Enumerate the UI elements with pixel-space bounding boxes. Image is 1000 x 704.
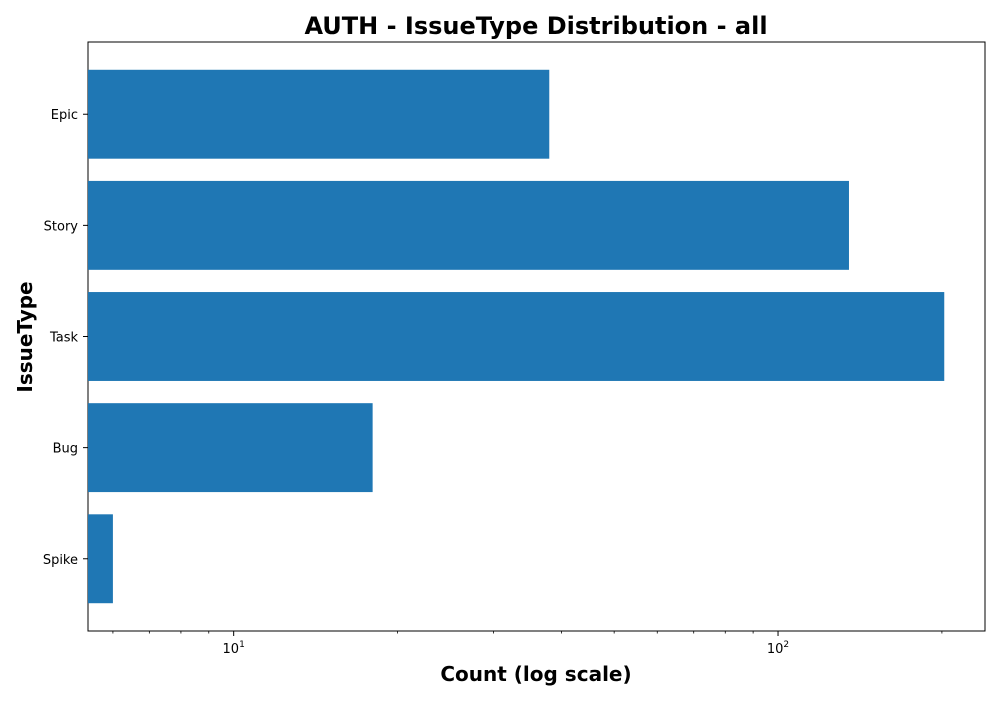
x-tick-label: 102 [767, 640, 789, 657]
chart-title: AUTH - IssueType Distribution - all [304, 12, 767, 40]
bar-bug [88, 403, 373, 493]
y-tick-label-spike: Spike [43, 553, 78, 568]
y-tick-label-task: Task [49, 331, 79, 346]
x-tick-label: 101 [223, 640, 245, 657]
bar-task [88, 292, 945, 381]
y-ticks: Epic Story Task Bug Spike [43, 108, 88, 568]
y-tick-label-story: Story [44, 219, 79, 234]
x-axis-label: Count (log scale) [440, 662, 631, 686]
y-tick-label-bug: Bug [53, 442, 78, 457]
y-axis-label: IssueType [13, 281, 37, 392]
y-tick-label-epic: Epic [51, 108, 78, 123]
bar-epic [88, 69, 550, 159]
bar-spike [88, 514, 113, 604]
bar-story [88, 180, 849, 270]
x-ticks: 101 102 [112, 631, 943, 657]
bars-layer [88, 69, 945, 604]
